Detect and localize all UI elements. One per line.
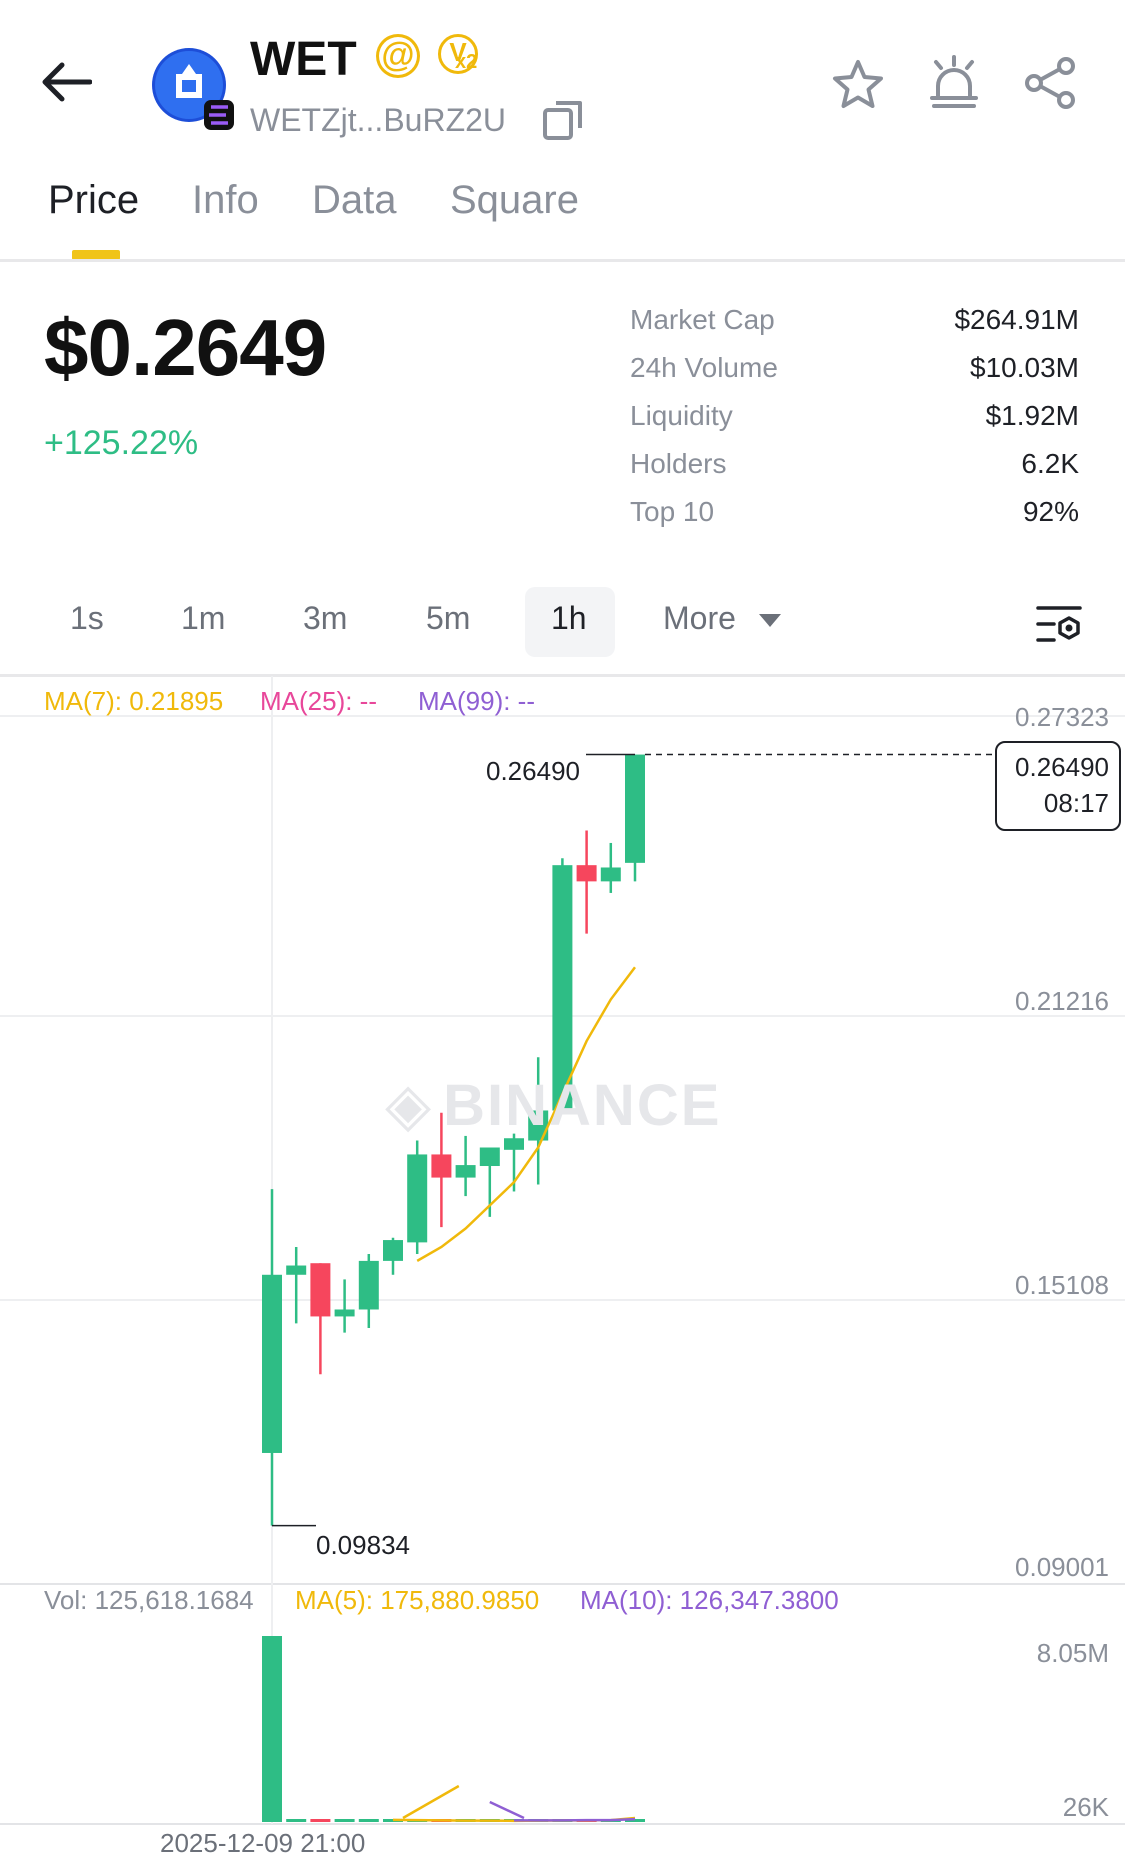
candle-body — [310, 1263, 331, 1317]
ma25-label: MA(25): -- — [260, 686, 377, 716]
active-interval-background — [525, 587, 615, 657]
interval-3m[interactable]: 3m — [303, 600, 348, 636]
ma99-label: MA(99): -- — [418, 686, 535, 716]
current-price: $0.2649 — [44, 303, 327, 392]
active-tab-indicator — [72, 250, 120, 260]
candle-body — [504, 1138, 524, 1150]
caret-down-icon — [758, 613, 781, 627]
stat-label-holders: Holders — [630, 448, 727, 479]
stat-label-top-10: Top 10 — [630, 496, 715, 527]
volume-ma10-line — [514, 1817, 636, 1822]
volume-ma10-label: MA(10): 126,347.3800 — [580, 1585, 839, 1615]
tabs-divider — [0, 259, 1125, 262]
y-tick-label-bottom: 0.09001 — [1015, 1552, 1109, 1582]
tab-square[interactable]: Square — [450, 178, 579, 222]
watermark-text: BINANCE — [443, 1073, 722, 1138]
interval-1s[interactable]: 1s — [70, 600, 104, 636]
token-name: WET — [250, 33, 357, 86]
volume-label: Vol: 125,618.1684 — [44, 1585, 254, 1615]
y-tick-label-3: 0.15108 — [1015, 1270, 1109, 1300]
back-arrow-icon[interactable] — [40, 62, 92, 102]
stat-value-market-cap: $264.91M — [954, 304, 1079, 335]
token-avatar — [152, 48, 234, 130]
volume-bar — [262, 1636, 282, 1822]
volume-tick-bottom: 26K — [1062, 1792, 1109, 1822]
at-badge-icon: @ — [376, 34, 420, 78]
watermark-logo-icon: ◈ — [385, 1071, 434, 1138]
candle-body — [576, 865, 597, 882]
ma7-label: MA(7): 0.21895 — [44, 686, 224, 716]
star-icon[interactable] — [830, 58, 886, 112]
volume-bar — [358, 1819, 379, 1822]
price-change-percent: +125.22% — [44, 424, 199, 462]
interval-1m[interactable]: 1m — [181, 600, 226, 636]
interval-1h[interactable]: 1h — [551, 600, 587, 636]
interval-divider — [0, 674, 1125, 677]
verified-badge-icon: V x2 — [438, 34, 478, 74]
candle-body — [528, 1110, 549, 1141]
chart-settings-icon[interactable] — [1036, 604, 1082, 644]
low-price-label: 0.09834 — [316, 1530, 410, 1560]
volume-tick-top: 8.05M — [1036, 1638, 1109, 1668]
candle-body — [407, 1154, 428, 1243]
stat-value-holders: 6.2K — [1021, 448, 1079, 479]
volume-bar — [286, 1819, 307, 1822]
token-address: WETZjt...BuRZ2U — [250, 102, 507, 138]
interval-more-dropdown[interactable]: More — [663, 600, 781, 637]
candle-body — [552, 865, 573, 1111]
copy-icon[interactable] — [542, 98, 586, 142]
volume-ma5-spike — [402, 1784, 460, 1820]
tab-data[interactable]: Data — [312, 178, 397, 222]
interval-5m[interactable]: 5m — [426, 600, 471, 636]
volume-bar — [625, 1819, 645, 1822]
candle-body — [455, 1165, 476, 1178]
y-tick-label-2: 0.21216 — [1015, 986, 1109, 1016]
last-price-value: 0.26490 — [1015, 752, 1109, 782]
stat-value-24h-volume: $10.03M — [970, 352, 1079, 383]
tab-info[interactable]: Info — [192, 178, 259, 222]
candle-body — [625, 754, 645, 863]
alarm-icon[interactable] — [928, 54, 980, 110]
candle-body — [600, 867, 621, 882]
header: WET @ V x2 WETZjt...BuRZ2U — [0, 0, 1125, 160]
candle-body — [286, 1265, 307, 1275]
candle-body — [262, 1274, 282, 1453]
volume-bar — [334, 1819, 355, 1822]
last-price-badge: 0.26490 08:17 — [995, 741, 1121, 831]
candle-body — [358, 1260, 379, 1310]
x-axis-time-label: 2025-12-09 21:00 — [160, 1828, 366, 1858]
stat-label-liquidity: Liquidity — [630, 400, 733, 431]
share-icon[interactable] — [1024, 56, 1078, 110]
volume-ma10-spike — [489, 1800, 525, 1820]
stat-label-24h-volume: 24h Volume — [630, 352, 778, 383]
ma7-line — [416, 966, 636, 1262]
high-price-label: 0.26490 — [486, 756, 580, 786]
candle-body — [383, 1240, 403, 1261]
volume-bar — [310, 1819, 331, 1822]
stat-value-top-10: 92% — [1022, 496, 1079, 527]
interval-more-label: More — [663, 600, 736, 636]
stat-value-liquidity: $1.92M — [985, 400, 1079, 431]
volume-ma5-label: MA(5): 175,880.9850 — [295, 1585, 540, 1615]
y-tick-label-top: 0.27323 — [1015, 702, 1109, 732]
candle-countdown: 08:17 — [1043, 788, 1109, 818]
candle-body — [431, 1154, 452, 1178]
candle-body — [479, 1147, 500, 1167]
candle-body — [334, 1309, 355, 1317]
chart-watermark: ◈ BINANCE — [385, 1070, 721, 1140]
tab-price[interactable]: Price — [48, 178, 140, 222]
stat-label-market-cap: Market Cap — [630, 304, 775, 335]
